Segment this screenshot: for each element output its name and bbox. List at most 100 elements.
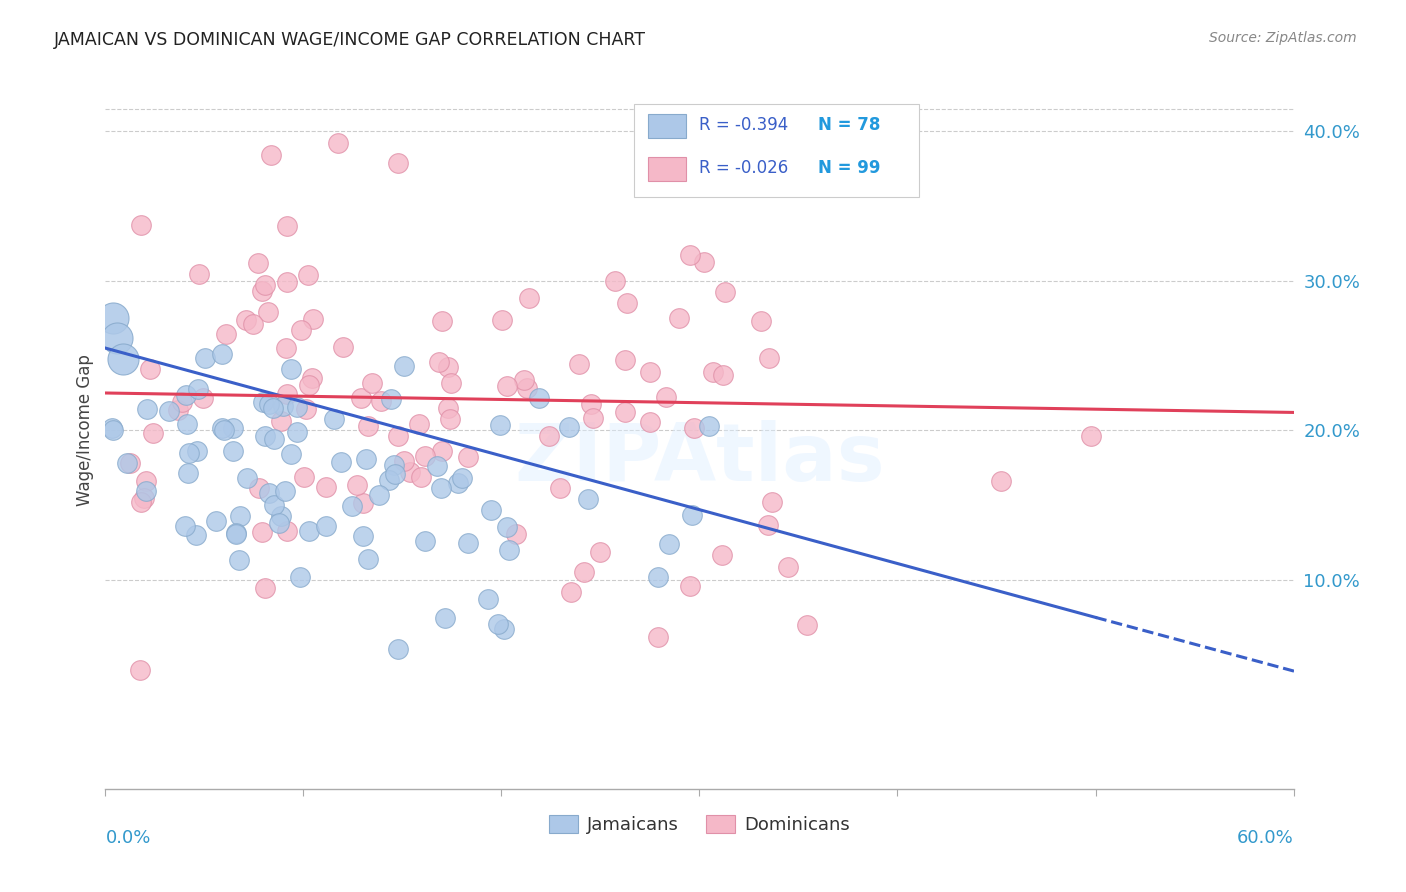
Point	[498, 543, 520, 558]
Point	[297, 378, 319, 392]
Point	[253, 277, 276, 292]
Point	[129, 495, 152, 509]
Point	[211, 421, 233, 435]
Point	[129, 218, 152, 232]
Point	[603, 274, 626, 288]
Point	[778, 560, 800, 574]
Point	[103, 311, 125, 326]
Point	[481, 503, 503, 517]
Point	[179, 446, 201, 460]
Point	[177, 466, 200, 480]
Point	[679, 247, 702, 261]
Point	[457, 450, 479, 465]
Text: Source: ZipAtlas.com: Source: ZipAtlas.com	[1209, 31, 1357, 45]
Point	[613, 405, 636, 419]
Point	[382, 458, 405, 473]
Point	[357, 552, 380, 566]
Point	[679, 579, 702, 593]
Point	[613, 352, 636, 367]
Point	[529, 392, 551, 406]
Point	[437, 359, 460, 374]
Point	[228, 553, 250, 567]
Point	[262, 401, 284, 415]
Point	[658, 537, 681, 551]
Point	[486, 617, 509, 632]
Point	[697, 419, 720, 434]
Point	[446, 475, 468, 490]
Point	[548, 482, 571, 496]
Point	[537, 428, 560, 442]
Point	[340, 499, 363, 513]
Point	[756, 517, 779, 532]
Point	[193, 392, 215, 406]
Point	[298, 524, 321, 539]
Point	[222, 444, 245, 458]
Point	[188, 267, 211, 281]
Point	[434, 611, 457, 625]
Point	[387, 642, 409, 657]
Point	[250, 525, 273, 540]
Point	[352, 529, 374, 543]
Point	[489, 418, 512, 433]
Point	[297, 268, 319, 283]
Point	[638, 415, 661, 429]
Point	[430, 481, 453, 495]
Text: JAMAICAN VS DOMINICAN WAGE/INCOME GAP CORRELATION CHART: JAMAICAN VS DOMINICAN WAGE/INCOME GAP CO…	[53, 31, 645, 49]
Point	[250, 285, 273, 299]
Point	[368, 488, 391, 502]
Point	[118, 456, 141, 470]
Point	[702, 365, 724, 379]
Point	[492, 622, 515, 636]
Point	[184, 527, 207, 541]
Point	[139, 361, 162, 376]
Point	[439, 411, 461, 425]
Point	[430, 443, 453, 458]
Point	[222, 421, 245, 435]
Text: R = -0.026: R = -0.026	[700, 160, 789, 178]
Point	[176, 417, 198, 431]
Point	[408, 417, 430, 431]
Point	[668, 310, 690, 325]
Point	[301, 371, 323, 385]
Point	[157, 403, 180, 417]
Point	[710, 549, 733, 563]
Point	[323, 411, 346, 425]
Point	[142, 425, 165, 440]
Point	[761, 495, 783, 509]
Point	[294, 401, 316, 416]
Point	[112, 351, 135, 366]
Point	[186, 443, 208, 458]
Point	[354, 452, 377, 467]
Point	[174, 388, 197, 402]
Point	[235, 312, 257, 326]
Point	[350, 391, 373, 405]
Text: N = 99: N = 99	[818, 160, 880, 178]
Point	[713, 285, 735, 299]
Text: 60.0%: 60.0%	[1237, 829, 1294, 847]
Point	[174, 518, 197, 533]
Point	[516, 381, 538, 395]
Point	[357, 418, 380, 433]
Point	[276, 219, 298, 233]
Point	[135, 483, 157, 498]
Point	[683, 421, 706, 435]
Point	[392, 453, 415, 467]
Point	[132, 491, 155, 506]
Point	[263, 433, 285, 447]
Point	[170, 395, 193, 409]
Point	[457, 536, 479, 550]
Point	[655, 390, 678, 404]
Point	[616, 296, 638, 310]
Point	[990, 474, 1012, 488]
Point	[647, 630, 669, 644]
Point	[117, 457, 139, 471]
Point	[273, 483, 295, 498]
Point	[260, 147, 283, 161]
Point	[252, 395, 274, 409]
Point	[276, 275, 298, 289]
Point	[496, 519, 519, 533]
Point	[276, 524, 298, 538]
Point	[205, 514, 228, 528]
Point	[440, 376, 463, 390]
Point	[387, 155, 409, 169]
